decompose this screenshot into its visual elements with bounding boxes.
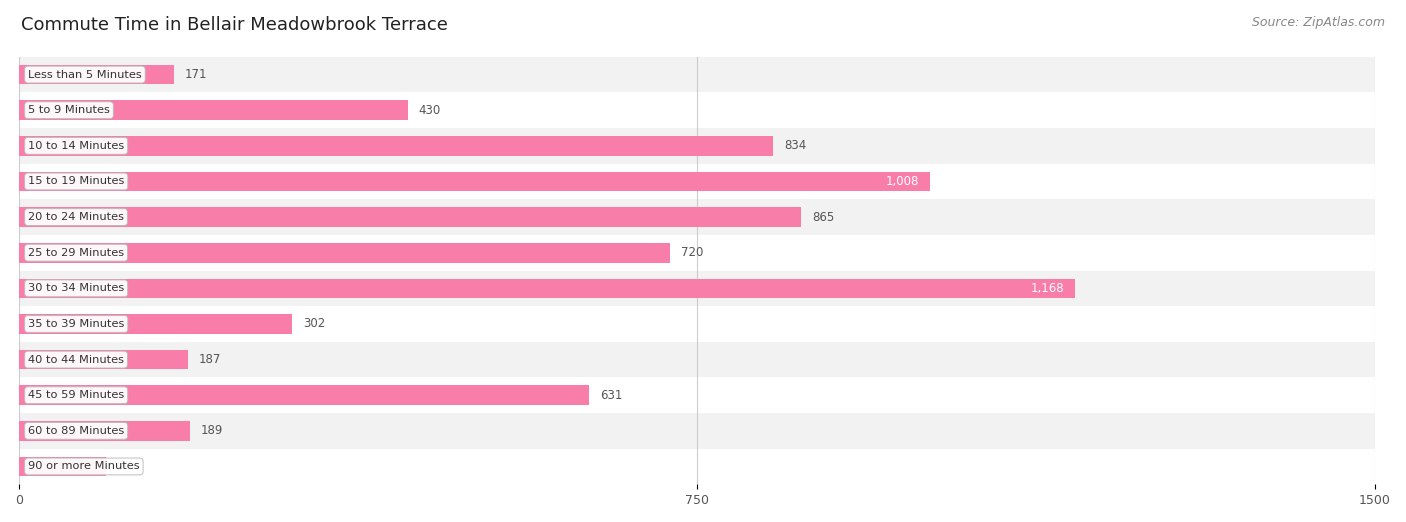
Bar xyxy=(20,57,1375,92)
Bar xyxy=(20,235,1375,270)
Text: 631: 631 xyxy=(600,389,623,402)
Text: Commute Time in Bellair Meadowbrook Terrace: Commute Time in Bellair Meadowbrook Terr… xyxy=(21,16,449,33)
Bar xyxy=(20,457,105,476)
Text: 187: 187 xyxy=(198,353,221,366)
Bar xyxy=(20,128,1375,163)
Text: 96: 96 xyxy=(117,460,132,473)
Text: 20 to 24 Minutes: 20 to 24 Minutes xyxy=(28,212,124,222)
Bar xyxy=(20,199,1375,235)
Text: Source: ZipAtlas.com: Source: ZipAtlas.com xyxy=(1251,16,1385,29)
Text: 720: 720 xyxy=(681,246,703,259)
Text: 15 to 19 Minutes: 15 to 19 Minutes xyxy=(28,176,124,186)
Bar xyxy=(20,421,190,441)
Text: 35 to 39 Minutes: 35 to 39 Minutes xyxy=(28,319,124,329)
Bar xyxy=(20,270,1375,306)
Text: 5 to 9 Minutes: 5 to 9 Minutes xyxy=(28,105,110,115)
Text: 865: 865 xyxy=(811,210,834,223)
Bar xyxy=(20,100,408,120)
Text: 30 to 34 Minutes: 30 to 34 Minutes xyxy=(28,283,124,293)
Text: 1,168: 1,168 xyxy=(1031,282,1064,295)
Bar xyxy=(20,172,931,191)
Bar xyxy=(20,350,188,370)
Bar xyxy=(20,163,1375,199)
Bar xyxy=(20,65,173,85)
Bar xyxy=(20,413,1375,448)
Bar xyxy=(20,92,1375,128)
Text: Less than 5 Minutes: Less than 5 Minutes xyxy=(28,69,142,79)
Text: 834: 834 xyxy=(783,139,806,152)
Text: 189: 189 xyxy=(201,424,224,437)
Text: 90 or more Minutes: 90 or more Minutes xyxy=(28,461,139,471)
Text: 45 to 59 Minutes: 45 to 59 Minutes xyxy=(28,390,124,400)
Bar xyxy=(20,306,1375,342)
Bar xyxy=(20,377,1375,413)
Bar xyxy=(20,385,589,405)
Bar xyxy=(20,207,801,227)
Text: 430: 430 xyxy=(419,104,441,117)
Text: 10 to 14 Minutes: 10 to 14 Minutes xyxy=(28,141,124,151)
Text: 1,008: 1,008 xyxy=(886,175,920,188)
Bar xyxy=(20,448,1375,484)
Text: 40 to 44 Minutes: 40 to 44 Minutes xyxy=(28,354,124,364)
Text: 60 to 89 Minutes: 60 to 89 Minutes xyxy=(28,426,124,436)
Bar xyxy=(20,279,1076,298)
Text: 25 to 29 Minutes: 25 to 29 Minutes xyxy=(28,248,124,258)
Bar xyxy=(20,314,292,334)
Text: 171: 171 xyxy=(184,68,207,81)
Text: 302: 302 xyxy=(302,317,325,330)
Bar xyxy=(20,342,1375,377)
Bar xyxy=(20,136,773,156)
Bar xyxy=(20,243,669,263)
